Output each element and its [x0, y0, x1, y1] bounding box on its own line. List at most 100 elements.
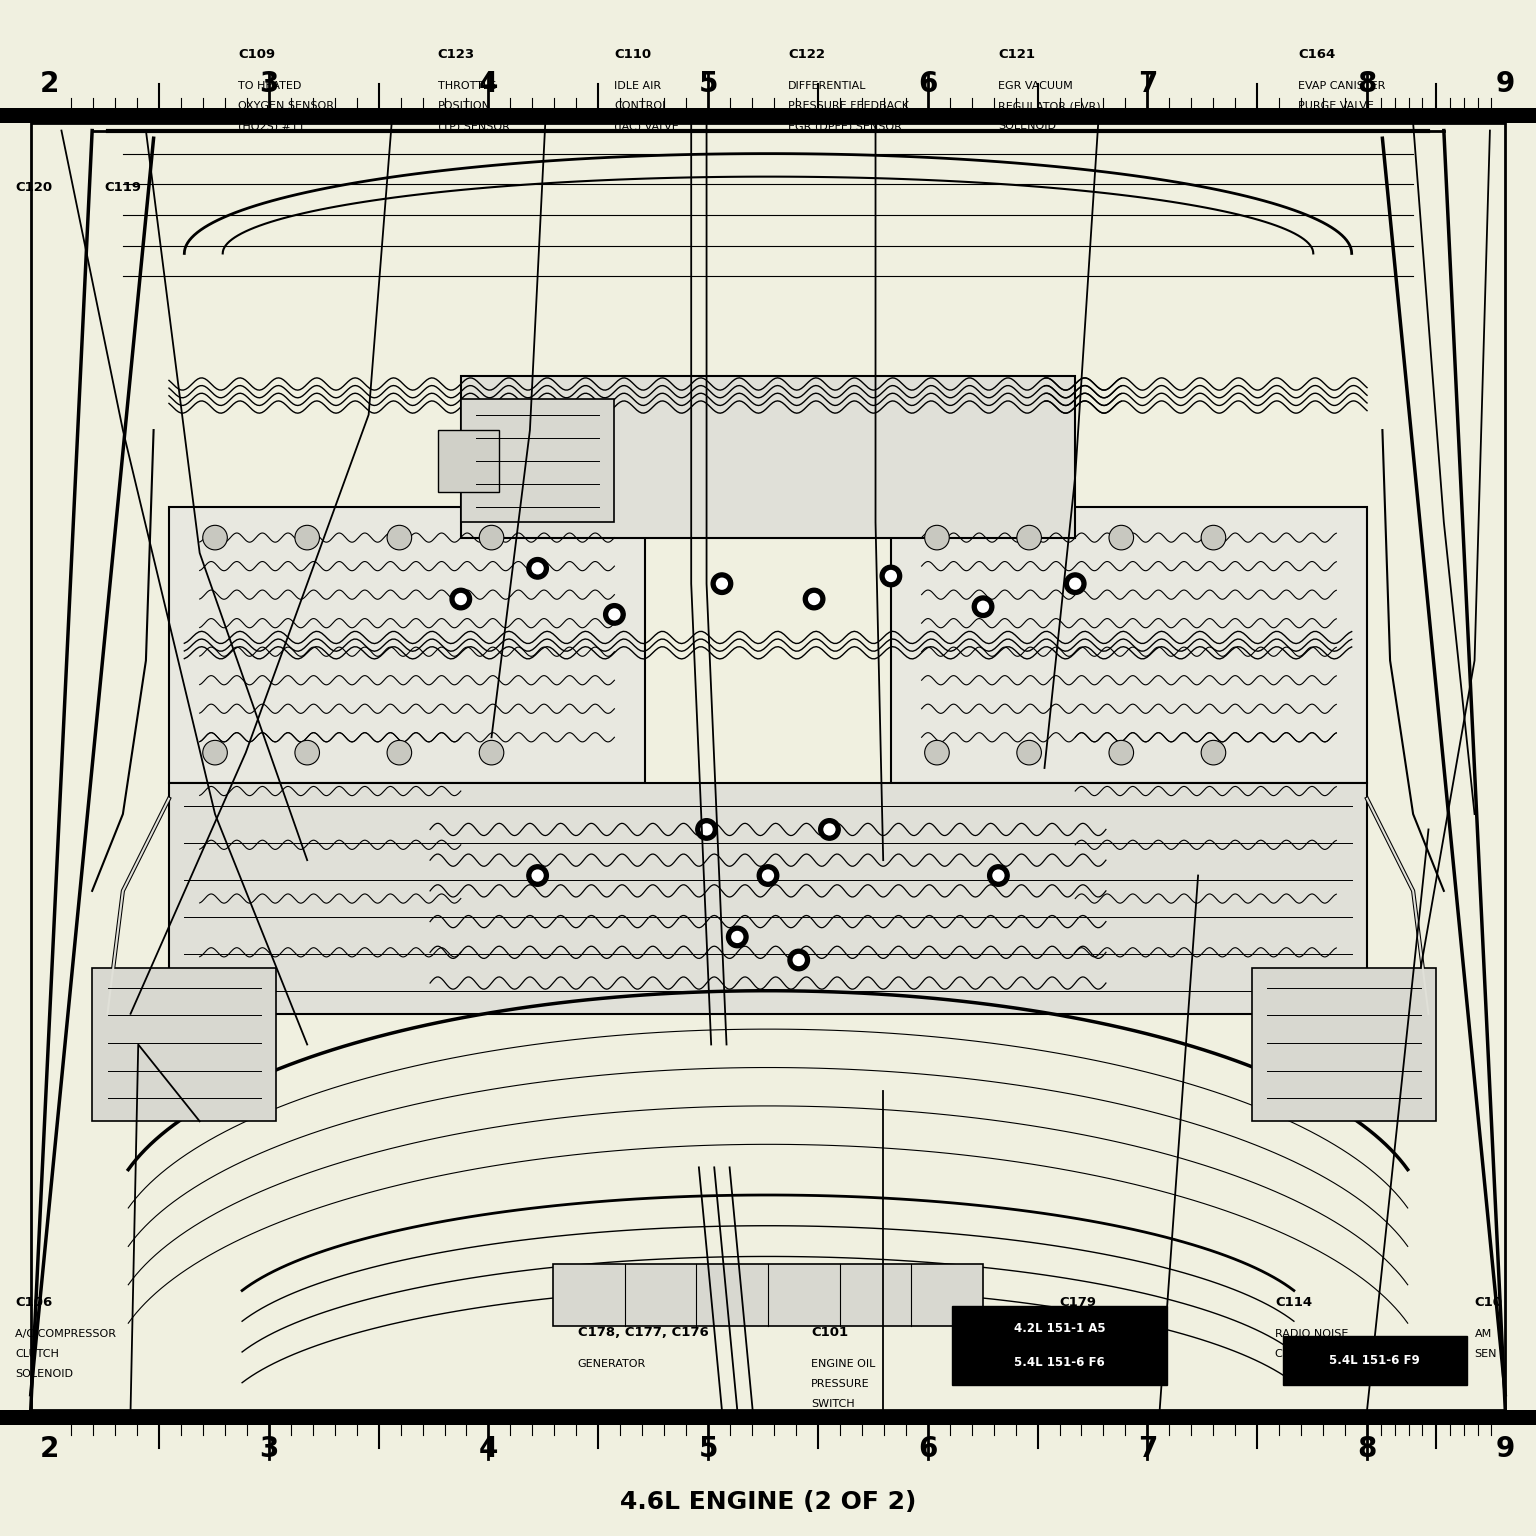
Text: PURGE VALVE: PURGE VALVE: [1298, 101, 1373, 112]
Circle shape: [608, 608, 621, 621]
Circle shape: [450, 588, 472, 610]
Text: 7: 7: [1138, 71, 1157, 98]
Circle shape: [716, 578, 728, 590]
Circle shape: [727, 926, 748, 948]
Text: EVAP CANISTER: EVAP CANISTER: [1298, 81, 1385, 92]
Text: TEMPERATURE: TEMPERATURE: [1060, 1349, 1141, 1359]
Text: C114: C114: [1275, 1296, 1312, 1309]
Text: 5: 5: [699, 1435, 717, 1462]
Text: GENERATOR: GENERATOR: [578, 1359, 645, 1370]
Circle shape: [455, 593, 467, 605]
Text: PRESSURE: PRESSURE: [811, 1379, 869, 1390]
Text: CLUTCH: CLUTCH: [15, 1349, 60, 1359]
Text: REGULATOR (EVR): REGULATOR (EVR): [998, 101, 1101, 112]
Circle shape: [803, 588, 825, 610]
Text: (CHT) SENSOR: (CHT) SENSOR: [1060, 1369, 1141, 1379]
Circle shape: [925, 525, 949, 550]
Text: C120: C120: [15, 181, 52, 194]
Text: C178, C177, C176: C178, C177, C176: [578, 1327, 708, 1339]
Text: POSITION: POSITION: [438, 101, 492, 112]
Circle shape: [1069, 578, 1081, 590]
Text: SEN: SEN: [1475, 1349, 1498, 1359]
Bar: [0, 108, 1536, 123]
Text: (HO2S) #11: (HO2S) #11: [238, 121, 306, 132]
Circle shape: [387, 525, 412, 550]
Text: 4.6L ENGINE (2 OF 2): 4.6L ENGINE (2 OF 2): [621, 1490, 915, 1514]
Circle shape: [479, 525, 504, 550]
Circle shape: [731, 931, 743, 943]
Circle shape: [793, 954, 805, 966]
Circle shape: [604, 604, 625, 625]
Circle shape: [808, 593, 820, 605]
Text: SWITCH: SWITCH: [811, 1399, 854, 1410]
Circle shape: [992, 869, 1005, 882]
Text: RADIO NOISE: RADIO NOISE: [1275, 1329, 1349, 1339]
Circle shape: [885, 570, 897, 582]
Circle shape: [527, 865, 548, 886]
Text: (IAC) VALVE: (IAC) VALVE: [614, 121, 679, 132]
Bar: [461, 399, 614, 522]
Circle shape: [1017, 525, 1041, 550]
Text: CAPACITOR #2: CAPACITOR #2: [1275, 1349, 1358, 1359]
Circle shape: [295, 525, 319, 550]
Text: C109: C109: [238, 49, 275, 61]
Circle shape: [203, 525, 227, 550]
Circle shape: [531, 869, 544, 882]
Text: 4: 4: [479, 1435, 498, 1462]
Circle shape: [1064, 573, 1086, 594]
Text: 6: 6: [919, 1435, 937, 1462]
Bar: [438, 430, 499, 492]
Text: C110: C110: [614, 49, 651, 61]
Circle shape: [527, 558, 548, 579]
Text: C123: C123: [438, 49, 475, 61]
Text: 2: 2: [40, 1435, 58, 1462]
Circle shape: [819, 819, 840, 840]
Bar: [461, 376, 1075, 538]
Bar: [1283, 1336, 1467, 1385]
Circle shape: [203, 740, 227, 765]
Bar: [952, 1306, 1167, 1385]
Text: C121: C121: [998, 49, 1035, 61]
Bar: [553, 1264, 983, 1326]
Bar: [891, 507, 1367, 783]
Bar: [0, 1410, 1536, 1425]
Text: 5.4L 151-6 F6: 5.4L 151-6 F6: [1014, 1356, 1106, 1369]
Text: C106: C106: [15, 1296, 52, 1309]
Text: ENGINE OIL: ENGINE OIL: [811, 1359, 876, 1370]
Text: 4: 4: [479, 71, 498, 98]
Text: CONTROL: CONTROL: [614, 101, 668, 112]
Bar: [169, 783, 1367, 1014]
Text: 6: 6: [919, 71, 937, 98]
Text: CYLINDER HEAD: CYLINDER HEAD: [1060, 1329, 1150, 1339]
Text: 5.4L 151-6 F9: 5.4L 151-6 F9: [1329, 1355, 1421, 1367]
Text: 8: 8: [1358, 1435, 1376, 1462]
Circle shape: [700, 823, 713, 836]
Bar: [169, 507, 645, 783]
Circle shape: [531, 562, 544, 574]
Text: C101: C101: [811, 1327, 848, 1339]
Circle shape: [757, 865, 779, 886]
Circle shape: [925, 740, 949, 765]
Text: 2: 2: [40, 71, 58, 98]
Text: 4.2L 151-1 A5: 4.2L 151-1 A5: [1014, 1322, 1106, 1335]
Bar: [31, 123, 1505, 1410]
Circle shape: [1201, 525, 1226, 550]
Bar: [92, 968, 276, 1121]
Text: C164: C164: [1298, 49, 1335, 61]
Text: C119: C119: [104, 181, 141, 194]
Text: AM: AM: [1475, 1329, 1491, 1339]
Text: 3: 3: [260, 1435, 278, 1462]
Circle shape: [387, 740, 412, 765]
Circle shape: [1109, 740, 1134, 765]
Circle shape: [295, 740, 319, 765]
Text: 7: 7: [1138, 1435, 1157, 1462]
Circle shape: [711, 573, 733, 594]
Circle shape: [1017, 740, 1041, 765]
Text: (TP) SENSOR: (TP) SENSOR: [438, 121, 510, 132]
Text: EGR (DPFE) SENSOR: EGR (DPFE) SENSOR: [788, 121, 902, 132]
Text: 9: 9: [1496, 1435, 1514, 1462]
Text: C10: C10: [1475, 1296, 1502, 1309]
Text: SOLENOID: SOLENOID: [998, 121, 1057, 132]
Text: 5: 5: [699, 71, 717, 98]
Circle shape: [823, 823, 836, 836]
